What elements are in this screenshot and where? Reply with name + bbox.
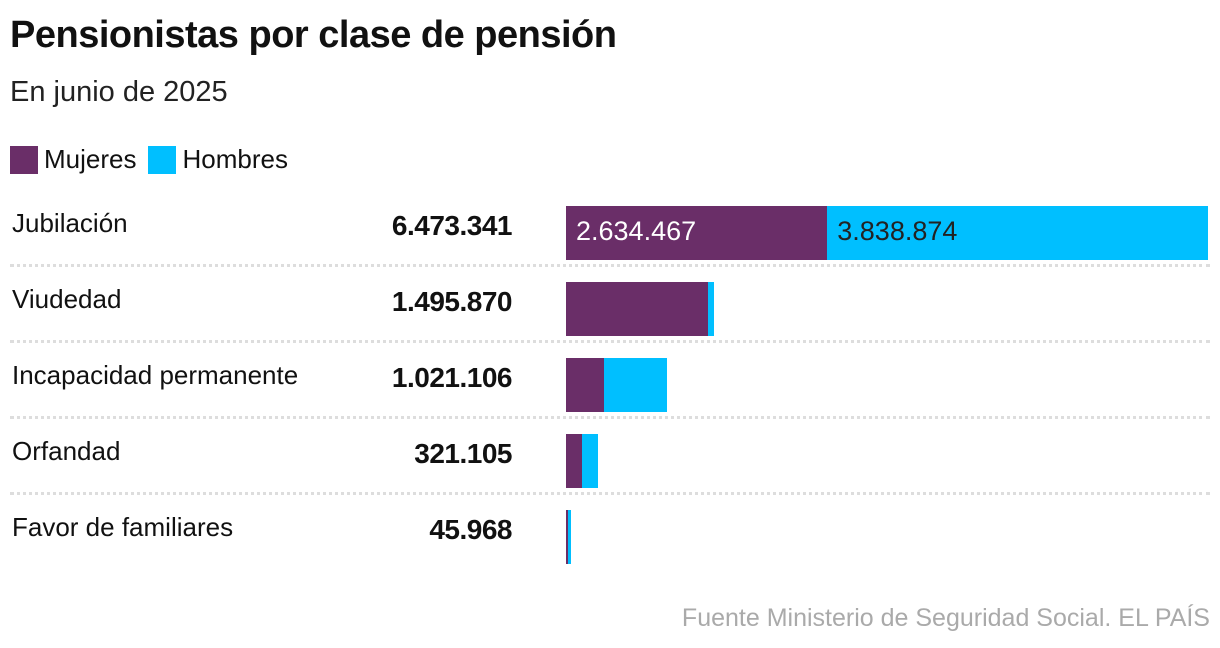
row-separator [10, 416, 1210, 419]
category-label: Favor de familiares [12, 512, 234, 542]
chart-title: Pensionistas por clase de pensión [10, 14, 617, 56]
bar-hombres [581, 434, 598, 488]
legend-item-hombres: Hombres [148, 144, 288, 175]
bar-row: Favor de familiares 45.968 [0, 492, 1220, 576]
bar-row: Jubilación 6.473.341 2.634.467 3.838.874 [0, 196, 1220, 272]
category-label: Incapacidad permanente [12, 360, 299, 390]
bar-row: Orfandad 321.105 [0, 416, 1220, 500]
chart-subtitle: En junio de 2025 [10, 76, 228, 108]
row-separator [10, 492, 1210, 495]
bar-row: Viudedad 1.495.870 [0, 264, 1220, 348]
legend-swatch-mujeres [10, 145, 38, 174]
bar-mujeres [566, 282, 709, 336]
source-note: Fuente Ministerio de Seguridad Social. E… [681, 604, 1210, 632]
bar-row: Incapacidad permanente 1.021.106 [0, 340, 1220, 424]
legend-label-mujeres: Mujeres [44, 144, 137, 174]
legend-label-hombres: Hombres [182, 144, 288, 174]
bar-hombres [567, 510, 571, 564]
row-separator [10, 340, 1210, 343]
legend: Mujeres Hombres [10, 144, 300, 175]
row-separator [10, 264, 1210, 267]
bar-mujeres: 2.634.467 [566, 206, 828, 260]
total-label: 45.968 [429, 514, 512, 545]
bar-hombres [708, 282, 715, 336]
total-label: 6.473.341 [391, 210, 513, 241]
category-label: Jubilación [12, 208, 128, 238]
total-label: 1.495.870 [391, 286, 513, 317]
bar-hombres: 3.838.874 [827, 206, 1208, 260]
total-label: 321.105 [414, 438, 512, 469]
bar-value-label: 3.838.874 [837, 216, 958, 246]
total-label: 1.021.106 [391, 362, 513, 393]
category-label: Viudedad [12, 284, 122, 314]
legend-swatch-hombres [148, 145, 177, 174]
bar-value-label: 2.634.467 [576, 216, 697, 246]
legend-item-mujeres: Mujeres [10, 144, 136, 175]
bar-mujeres [566, 358, 604, 412]
category-label: Orfandad [12, 436, 121, 466]
bar-hombres [603, 358, 668, 412]
bar-mujeres [566, 510, 568, 564]
bar-mujeres [566, 434, 582, 488]
